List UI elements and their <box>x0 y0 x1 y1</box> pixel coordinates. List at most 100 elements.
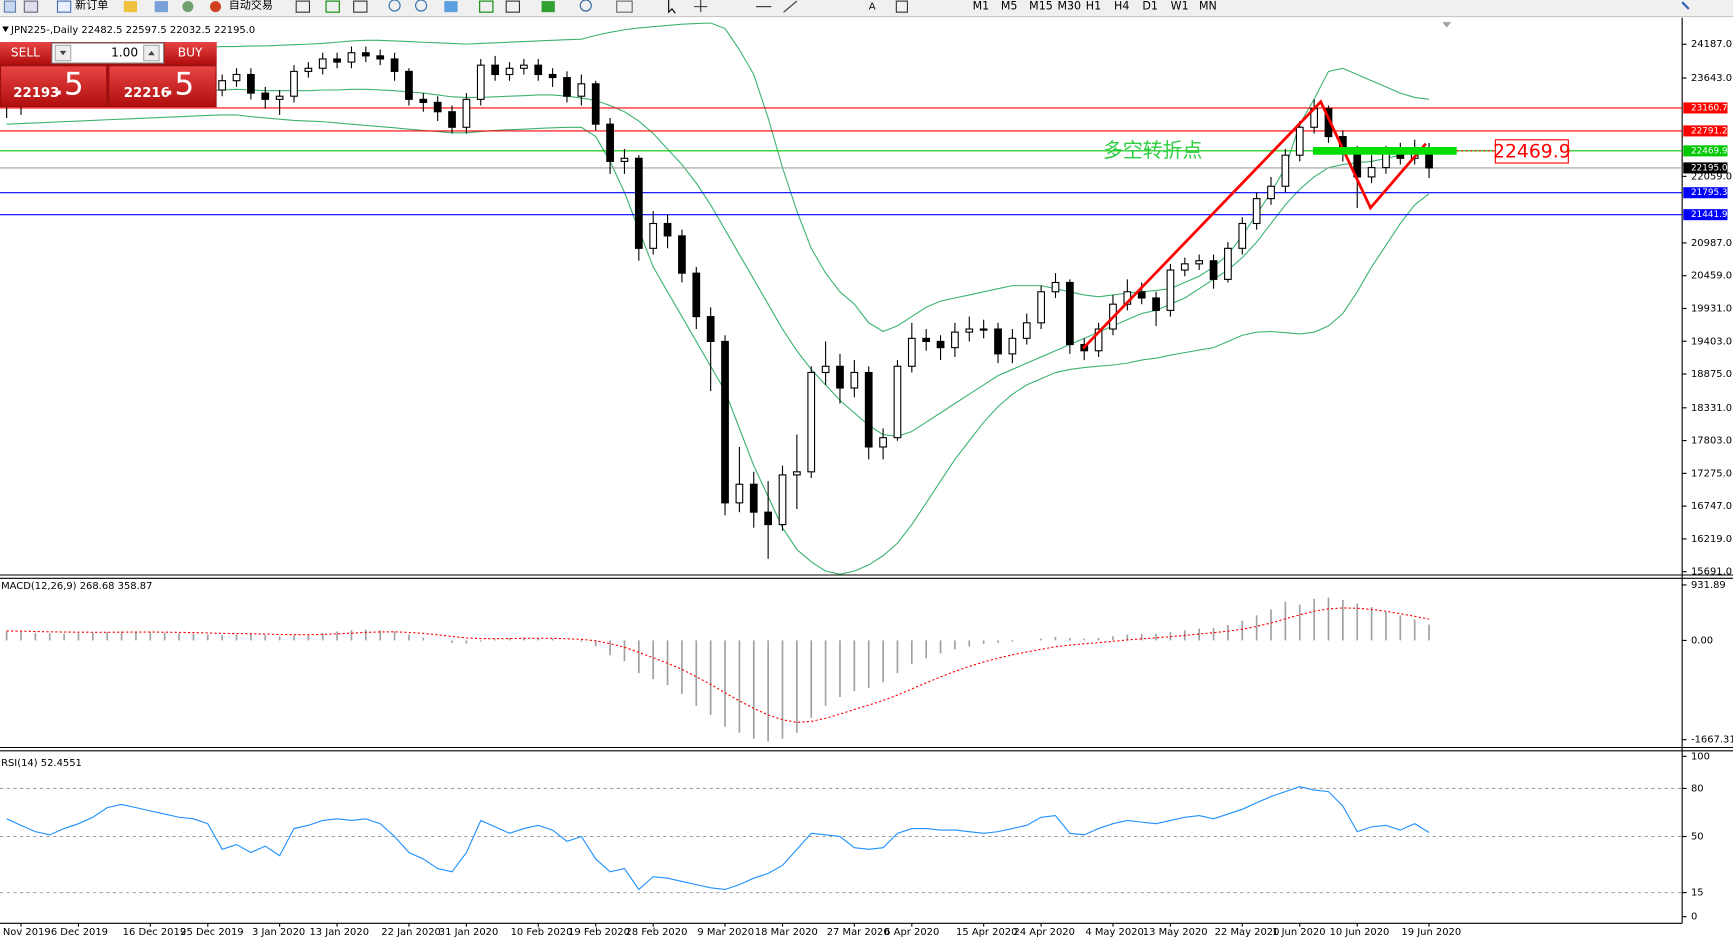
y-tick-label: 24187.0 <box>1691 39 1732 50</box>
y-tick-label: 50 <box>1691 832 1704 843</box>
candle-body <box>247 73 255 94</box>
icon[interactable] <box>668 0 676 14</box>
annotation: 多空转折点 <box>1103 139 1202 162</box>
candle-body <box>591 83 600 125</box>
candle-body <box>563 77 571 97</box>
icon[interactable] <box>479 0 494 13</box>
y-tick-label: 17803.0 <box>1691 436 1732 447</box>
candle-body <box>922 337 931 342</box>
y-tick-label: 15 <box>1691 888 1704 899</box>
y-tick-label: -1667.31 <box>1691 735 1733 746</box>
buy-price-box[interactable] <box>109 66 216 107</box>
y-tick-label: 22059.0 <box>1691 171 1732 182</box>
buy-price-pips[interactable]: .5 <box>165 67 195 103</box>
candle-body <box>462 98 471 128</box>
candle-body <box>405 70 413 100</box>
timeframe-button[interactable]: H1 <box>1086 0 1101 13</box>
icon[interactable] <box>388 0 401 12</box>
sell-price[interactable]: 22193 <box>13 86 59 101</box>
timeframe-button[interactable]: M30 <box>1057 0 1081 13</box>
candle-body <box>634 157 643 249</box>
candle-body <box>275 95 284 100</box>
sell-price-pips[interactable]: .5 <box>54 67 84 103</box>
chart-title: JPN225-,Daily 22482.5 22597.5 22032.5 22… <box>10 25 255 36</box>
buy-price[interactable]: 22216 <box>124 86 170 101</box>
x-tick-label: 6 Apr 2020 <box>884 927 939 938</box>
timeframe-button[interactable]: D1 <box>1142 0 1158 13</box>
rsi-plot <box>0 786 1683 894</box>
icon[interactable] <box>123 1 138 13</box>
candle-body <box>347 52 356 63</box>
x-tick-label: 28 Feb 2020 <box>626 927 688 938</box>
candle-body <box>649 222 658 249</box>
y-tick-label: 931.89 <box>1691 580 1726 591</box>
icon[interactable] <box>154 1 168 13</box>
price-box-label: 22469.9 <box>1493 141 1571 162</box>
icon[interactable] <box>694 0 708 13</box>
toolbar-icons: A 新订单 自动交易 M1 M5 M15 M30 H1 H4 D1 W1 MN <box>3 0 1690 28</box>
candle-body <box>1065 281 1074 346</box>
timeframe-button[interactable]: W1 <box>1171 0 1189 13</box>
candle-body <box>850 371 859 389</box>
arrow <box>59 50 67 56</box>
sell-price-box[interactable] <box>1 66 107 107</box>
candle-body <box>505 67 514 76</box>
y-tick-label: 17275.0 <box>1691 468 1732 479</box>
sell-button[interactable] <box>0 42 51 65</box>
candle-body <box>793 471 801 476</box>
candle-body <box>1295 126 1304 156</box>
lots-value[interactable]: 1.00 <box>111 46 138 60</box>
price-line-label-bg <box>1683 145 1728 157</box>
icon[interactable] <box>505 0 521 13</box>
icon[interactable] <box>579 0 592 12</box>
icon[interactable] <box>541 1 555 13</box>
timeframe-button[interactable]: MN <box>1199 0 1217 13</box>
x-tick-label: 24 Apr 2020 <box>1013 927 1074 938</box>
candle-body <box>1094 328 1103 352</box>
x-tick-label: 9 Mar 2020 <box>697 927 754 938</box>
lots-field[interactable] <box>51 42 165 64</box>
price-line-label: 22791.2 <box>1691 126 1728 136</box>
candle-body <box>1238 222 1247 249</box>
icon[interactable] <box>353 0 368 13</box>
y-tick-label: 23643.0 <box>1691 73 1732 84</box>
icon[interactable] <box>325 0 340 13</box>
candle-body <box>663 222 672 237</box>
icon[interactable] <box>182 1 194 13</box>
buy-label[interactable]: BUY <box>178 46 203 60</box>
icon[interactable] <box>444 1 458 13</box>
icon[interactable] <box>616 0 633 13</box>
timeframe-button[interactable]: H4 <box>1114 0 1129 13</box>
icon[interactable]: A <box>869 2 876 13</box>
icon[interactable] <box>56 0 72 13</box>
indicator-title: RSI(14) 52.4551 <box>1 758 82 769</box>
icon[interactable] <box>209 1 222 13</box>
y-tick-label: 19403.0 <box>1691 336 1732 347</box>
candle-body <box>692 272 701 318</box>
price-box <box>1494 139 1569 164</box>
icon[interactable] <box>415 0 428 12</box>
icon[interactable] <box>23 0 39 13</box>
candle-body <box>706 316 715 342</box>
buy-button[interactable] <box>164 42 217 65</box>
y-tick-label: 20459.0 <box>1691 271 1732 282</box>
toolbar-button[interactable]: 新订单 <box>75 0 108 12</box>
icon[interactable] <box>895 0 908 13</box>
candle-body <box>1037 291 1045 324</box>
price-line-label: 21795.3 <box>1691 188 1728 198</box>
x-tick-label: 15 Apr 2020 <box>956 927 1017 938</box>
candle-body <box>304 67 313 72</box>
timeframe-button[interactable]: M15 <box>1029 0 1053 13</box>
timeframe-button[interactable]: M5 <box>1001 0 1018 13</box>
x-tick-label: 22 May 2020 <box>1215 927 1280 938</box>
sell-label[interactable]: SELL <box>11 46 40 60</box>
y-tick-label: 19931.0 <box>1691 303 1732 314</box>
icon[interactable] <box>1681 1 1690 10</box>
icon[interactable] <box>783 0 798 13</box>
icon[interactable] <box>3 0 17 13</box>
candle-body <box>548 73 557 79</box>
icon[interactable] <box>295 0 311 13</box>
timeframe-button[interactable]: M1 <box>973 0 990 13</box>
toolbar-button[interactable]: 自动交易 <box>229 0 273 12</box>
